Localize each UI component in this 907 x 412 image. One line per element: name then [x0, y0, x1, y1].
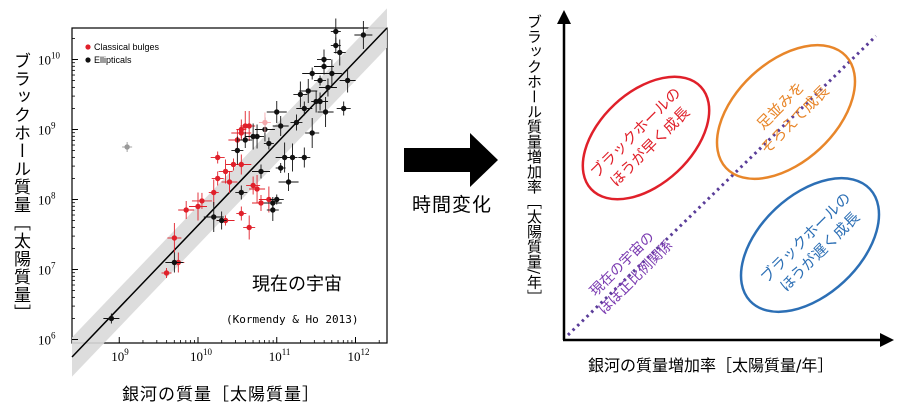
annotation-title: 現在の宇宙 [252, 274, 342, 295]
data-point [203, 202, 224, 232]
data-point [318, 78, 337, 97]
data-point [266, 101, 287, 123]
legend-elliptical-marker [85, 57, 91, 63]
ellipse-equal-growth [715, 43, 857, 181]
data-point [258, 112, 271, 133]
y-axis-arrowhead-icon [557, 10, 571, 24]
data-point [312, 92, 329, 111]
data-point [246, 176, 261, 195]
ellipse-slow-growth [739, 176, 881, 314]
data-point [330, 18, 341, 45]
proportional-diagonal [566, 34, 878, 337]
arrow-label: 時間変化 [412, 194, 493, 216]
ellipse-fast-growth [581, 75, 711, 201]
data-point [238, 132, 253, 148]
data-point [216, 211, 227, 230]
data-point [235, 185, 248, 200]
data-point [293, 81, 308, 108]
arrow-icon [404, 133, 498, 187]
data-point [317, 97, 334, 127]
x-tick-label: 1010 [190, 347, 213, 364]
data-point [218, 159, 233, 184]
y-tick-label: 108 [38, 191, 56, 208]
annotation-citation: (Kormendy & Ho 2013) [226, 313, 358, 326]
data-point [231, 154, 252, 175]
data-point [210, 151, 225, 164]
data-point [252, 164, 270, 179]
data-point [167, 223, 182, 253]
data-point [122, 142, 133, 152]
data-point [189, 192, 207, 221]
x-ticks: 109 1010 1011 1012 [111, 337, 380, 364]
data-point [103, 313, 120, 324]
right-y-axis-label: ブラックホール質量増加率［太陽質量/年］ [525, 14, 543, 305]
left-y-axis-label: ブラックホール質量［太陽質量］ [10, 52, 30, 322]
data-point [221, 171, 238, 193]
data-point [314, 58, 334, 75]
x-axis-arrowhead-icon [880, 333, 894, 347]
data-point [354, 21, 373, 49]
data-point [333, 39, 346, 66]
data-point [249, 175, 266, 203]
data-point [191, 192, 212, 209]
data-point [275, 163, 286, 173]
data-point [236, 119, 247, 140]
data-point [250, 124, 265, 149]
data-point [287, 143, 298, 172]
y-tick-label: 107 [38, 261, 56, 278]
data-point [208, 179, 219, 206]
y-tick-label: 109 [38, 121, 56, 138]
time-change-arrow [404, 133, 498, 187]
data-point [336, 101, 351, 116]
legend-bulge-label: Classical bulges [94, 42, 160, 52]
y-tick-label: 1010 [38, 51, 61, 68]
data-point [321, 59, 342, 88]
legend-elliptical-label: Ellipticals [94, 55, 132, 65]
data-points [103, 18, 373, 324]
data-point [263, 137, 274, 150]
data-point [165, 252, 184, 273]
right-x-axis-label: 銀河の質量増加率［太陽質量/年］ [588, 356, 834, 375]
data-point [305, 118, 320, 148]
x-tick-label: 1012 [348, 347, 370, 364]
data-point [299, 79, 318, 103]
data-point [211, 171, 224, 186]
right-concept-diagram: ブラックホールの ほうが早く成長 足並みを そろえて成長 ブラックホールの ほう… [557, 10, 894, 347]
data-point [243, 215, 256, 240]
legend: Classical bulges Ellipticals [85, 42, 160, 65]
data-point [231, 136, 244, 165]
legend-bulge-marker [85, 44, 91, 50]
x-tick-label: 1011 [269, 347, 291, 364]
data-point [298, 147, 311, 168]
data-point [339, 68, 356, 93]
data-point [302, 67, 323, 80]
data-point [236, 206, 247, 221]
data-point [296, 101, 313, 116]
left-scatter-plot: 109 1010 1011 1012 106 107 108 109 1010 Classic… [38, 8, 388, 377]
data-point [161, 268, 172, 278]
data-point [263, 197, 282, 209]
data-point [314, 75, 327, 86]
x-tick-label: 109 [111, 347, 129, 364]
left-x-axis-label: 銀河の質量［太陽質量］ [122, 385, 320, 405]
y-tick-label: 106 [38, 331, 56, 348]
data-point [272, 116, 289, 136]
data-point [278, 173, 299, 191]
data-point [290, 114, 303, 131]
data-point [178, 201, 195, 219]
